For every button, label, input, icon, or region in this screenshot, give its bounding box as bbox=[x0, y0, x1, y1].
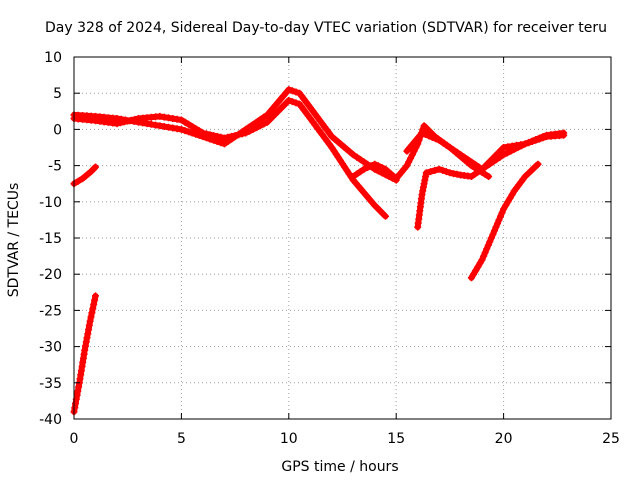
x-tick-label: 10 bbox=[280, 431, 298, 447]
y-tick-label: -10 bbox=[39, 195, 62, 211]
series-track-2 bbox=[70, 86, 400, 184]
series-track-6 bbox=[467, 160, 542, 282]
y-tick-label: -35 bbox=[39, 376, 62, 392]
x-axis-label: GPS time / hours bbox=[281, 459, 398, 475]
x-tick-label: 25 bbox=[602, 431, 620, 447]
chart-title: Day 328 of 2024, Sidereal Day-to-day VTE… bbox=[45, 20, 607, 36]
y-tick-label: -30 bbox=[39, 340, 62, 356]
x-tick-label: 20 bbox=[495, 431, 513, 447]
series-markers bbox=[70, 163, 99, 188]
y-axis-label: SDTVAR / TECUs bbox=[6, 183, 22, 298]
y-tick-label: -5 bbox=[48, 159, 62, 175]
series-markers bbox=[70, 86, 400, 184]
x-tick-label: 5 bbox=[177, 431, 186, 447]
y-tick-label: 10 bbox=[44, 50, 62, 66]
series-markers bbox=[414, 131, 568, 231]
y-tick-label: -20 bbox=[39, 267, 62, 283]
series-track-7 bbox=[70, 163, 99, 188]
y-tick-label: -15 bbox=[39, 231, 62, 247]
y-tick-label: -40 bbox=[39, 412, 62, 428]
y-tick-label: -25 bbox=[39, 303, 62, 319]
series-markers bbox=[467, 160, 542, 282]
series-track-5 bbox=[414, 131, 568, 231]
y-tick-label: 5 bbox=[53, 86, 62, 102]
x-tick-label: 0 bbox=[70, 431, 79, 447]
x-tick-label: 15 bbox=[387, 431, 405, 447]
y-tick-label: 0 bbox=[53, 122, 62, 138]
series-layer bbox=[70, 86, 568, 416]
series-line bbox=[414, 132, 567, 231]
axis-ticks: 0 5 10 15 20 25 10 5 0 -5 -10 -15 -20 -25 -30 -35 -40 bbox=[39, 50, 620, 447]
grid bbox=[74, 57, 611, 419]
